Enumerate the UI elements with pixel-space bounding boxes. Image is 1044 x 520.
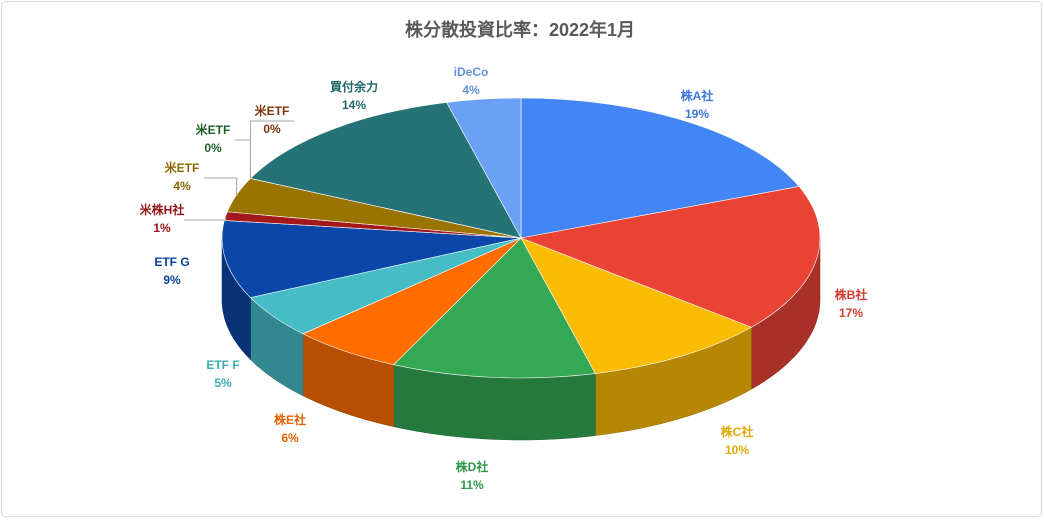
pie-tops [221,97,821,379]
data-label-name: 買付余力 [330,79,378,94]
data-label-value: 4% [462,83,480,97]
data-label-name: 株D社 [456,459,489,474]
data-label-value: 0% [263,122,281,136]
pie-slice [520,237,753,374]
data-label-value: 1% [153,221,171,235]
pie-slice [249,102,522,239]
data-label-name: ETF F [206,358,239,372]
data-labels: 株A社 19% 株B社 17% 株C社 10% 株D社 11% 株E社 6% ETF F 5% ETF … [140,65,868,492]
data-label-value: 10% [725,443,749,457]
pie-slice [393,237,596,379]
data-label-name: 米ETF [255,103,290,118]
data-label-value: 17% [839,306,863,320]
data-label-value: 11% [460,478,484,492]
data-label-value: 9% [163,273,181,287]
data-label-name: 米ETF [196,122,231,137]
pie-sides [221,237,821,441]
data-label-name: 株E社 [274,412,306,427]
data-label-value: 6% [281,431,299,445]
data-label-value: 5% [214,376,232,390]
data-label-name: 株A社 [681,88,714,103]
data-label-name: iDeCo [454,65,489,79]
pie-slice [519,186,821,328]
leader-line [184,216,227,221]
pie-slice [520,97,800,239]
data-label-value: 19% [685,107,709,121]
data-label-value: 0% [204,141,222,155]
data-label-name: 株B社 [835,287,868,302]
data-label-value: 4% [173,179,191,193]
data-label-name: 米株H社 [140,202,185,217]
pie-slice [446,97,522,239]
data-label-name: 米ETF [165,160,200,175]
data-label-value: 14% [342,98,366,112]
pie-slice [221,220,522,298]
data-label-name: 株C社 [721,424,754,439]
leader-line [249,120,294,179]
data-label-name: ETF G [154,255,189,269]
leader-line [204,177,238,195]
chart-title: 株分散投資比率：2022年1月 [405,19,635,40]
